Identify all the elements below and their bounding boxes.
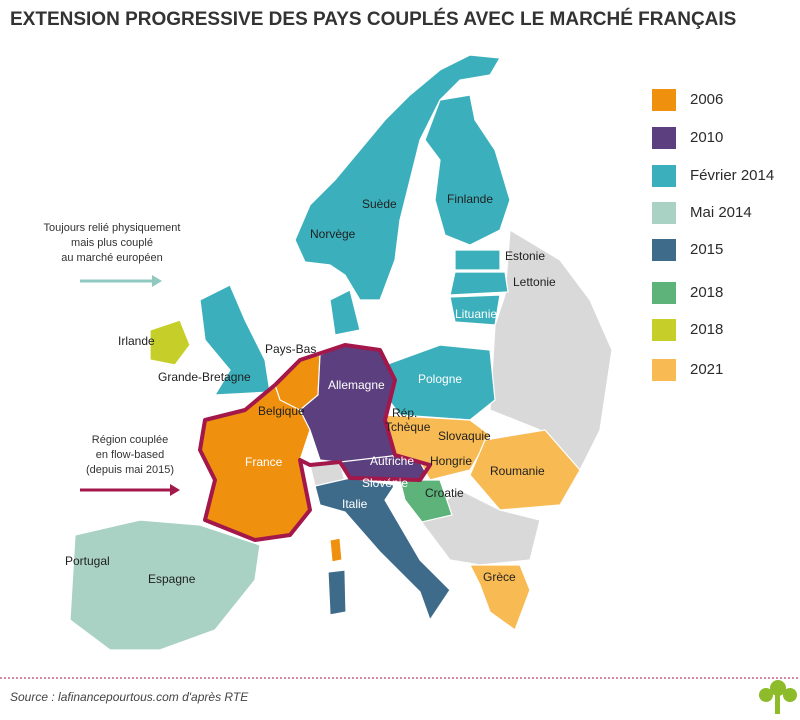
country-shape (314, 477, 451, 622)
country-label: Italie (342, 497, 368, 511)
legend-label: 2018 (690, 321, 723, 338)
country-label: Autriche (370, 454, 414, 468)
country-shape (424, 94, 511, 246)
title: EXTENSION PROGRESSIVE DES PAYS COUPLÉS A… (10, 8, 736, 30)
country-label: Rép. (392, 406, 417, 420)
legend-label: 2010 (690, 129, 723, 146)
country-label: Suède (362, 197, 397, 211)
annotation: mais plus couplé (71, 237, 153, 249)
arrow-head (170, 484, 180, 496)
annotation: (depuis mai 2015) (86, 464, 174, 476)
annotation: au marché européen (61, 252, 163, 264)
country-label: Lettonie (513, 275, 556, 289)
country-label: Grande-Bretagne (158, 370, 251, 384)
legend: 2006 2010 Février 2014 Mai 2014 2015 2018 2018… (652, 89, 774, 381)
legend-label: 2018 (690, 284, 723, 301)
country-label: Croatie (425, 486, 464, 500)
legend-swatch (652, 282, 676, 304)
country-shape (449, 271, 509, 296)
country-label: Grèce (483, 570, 516, 584)
arrow-head (152, 275, 162, 287)
flow-based-border (198, 343, 432, 542)
country-labels: Suède Finlande Norvège Estonie Lettonie … (65, 192, 556, 586)
country-label: Hongrie (430, 454, 472, 468)
country-label: Finlande (447, 192, 493, 206)
legend-swatch (652, 202, 676, 224)
country-label: Tchèque (385, 420, 431, 434)
legend-swatch (652, 127, 676, 149)
country-shape (399, 479, 453, 523)
country-label: Norvège (310, 227, 356, 241)
legend-swatch (652, 165, 676, 187)
country-label: Slovaquie (438, 429, 491, 443)
annotation: Toujours relié physiquement (44, 222, 181, 234)
annotation: en flow-based (96, 449, 165, 461)
legend-label: 2015 (690, 241, 723, 258)
country-label: Estonie (505, 249, 545, 263)
legend-label: 2021 (690, 361, 723, 378)
country-label: Espagne (148, 572, 196, 586)
legend-label: 2006 (690, 91, 723, 108)
country-label: Roumanie (490, 464, 545, 478)
country-shape (294, 54, 501, 301)
country-label: Lituanie (455, 307, 497, 321)
country-label: Pologne (418, 372, 462, 386)
country-shape (329, 537, 343, 563)
country-label: Irlande (118, 334, 155, 348)
country-shape (149, 319, 191, 366)
legend-label: Mai 2014 (690, 204, 752, 221)
country-shape (69, 519, 261, 651)
country-shape (469, 429, 581, 511)
country-label: Slovénie (362, 476, 408, 490)
country-shape (454, 249, 501, 271)
country-label: Allemagne (328, 378, 385, 392)
country-shape (469, 564, 531, 631)
logo (759, 680, 797, 714)
legend-label: Février 2014 (690, 167, 774, 184)
annotation: Région couplée (92, 434, 168, 446)
legend-swatch (652, 319, 676, 341)
country-label: Belgique (258, 404, 305, 418)
country-shape (327, 569, 347, 616)
countries (69, 54, 613, 651)
legend-swatch (652, 359, 676, 381)
legend-swatch (652, 239, 676, 261)
country-label: Pays-Bas (265, 342, 316, 356)
country-shape (489, 228, 613, 472)
country-shape (329, 289, 361, 336)
source: Source : lafinancepourtous.com d'après R… (10, 690, 249, 704)
country-label: France (245, 455, 283, 469)
country-shape (449, 294, 501, 326)
country-label: Portugal (65, 554, 110, 568)
legend-swatch (652, 89, 676, 111)
